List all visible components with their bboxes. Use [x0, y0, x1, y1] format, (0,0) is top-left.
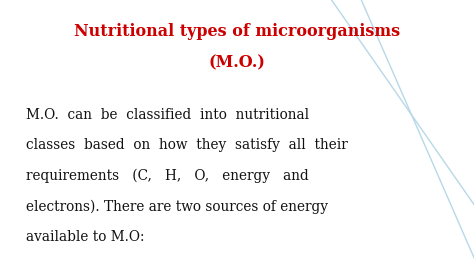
Text: electrons). There are two sources of energy: electrons). There are two sources of ene… [26, 200, 328, 214]
Text: available to M.O:: available to M.O: [26, 230, 145, 244]
Text: Nutritional types of microorganisms: Nutritional types of microorganisms [74, 23, 400, 40]
Text: M.O.  can  be  classified  into  nutritional: M.O. can be classified into nutritional [26, 108, 309, 122]
Text: classes  based  on  how  they  satisfy  all  their: classes based on how they satisfy all th… [26, 138, 348, 152]
Text: (M.O.): (M.O.) [209, 55, 265, 72]
Text: requirements   (C,   H,   O,   energy   and: requirements (C, H, O, energy and [26, 169, 309, 183]
